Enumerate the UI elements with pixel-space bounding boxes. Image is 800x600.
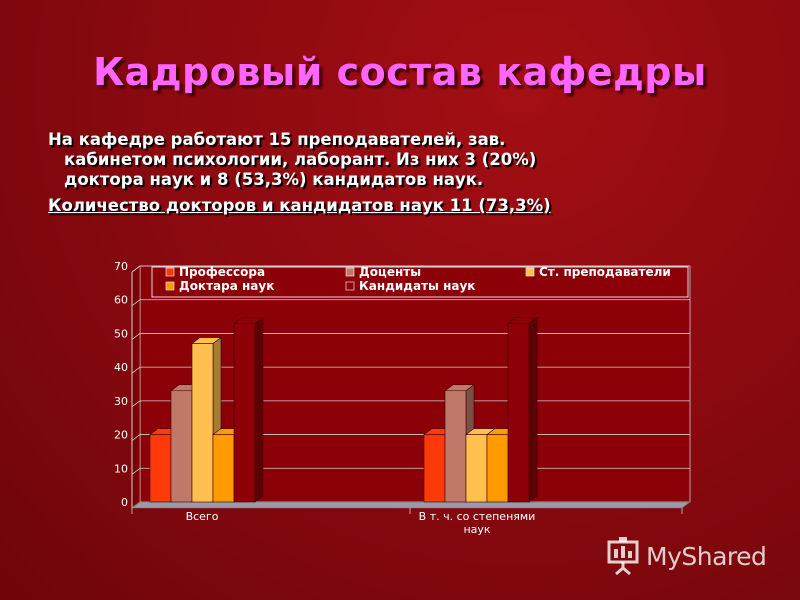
presentation-board-icon: [607, 537, 639, 575]
chart-floor: [131, 501, 691, 509]
legend-box: [151, 266, 689, 298]
legend-label: Кандидаты наук: [359, 279, 475, 293]
x-category-label: В т. ч. со степенями: [419, 510, 536, 523]
y-tick-label: 60: [114, 294, 128, 307]
legend-swatch: [165, 281, 175, 291]
legend-label: Профессора: [179, 265, 265, 279]
y-tick-label: 20: [114, 429, 128, 442]
legend-swatch: [345, 281, 355, 291]
x-category-label: наук: [463, 523, 490, 536]
gridline-depth: [131, 333, 141, 340]
y-tick-label: 40: [114, 361, 128, 374]
gridline-depth: [131, 299, 141, 307]
slide-title: Кадровый состав кафедры: [93, 50, 707, 94]
legend-label: Ст. преподаватели: [539, 265, 671, 279]
gridline-depth: [131, 434, 141, 441]
legend-label: Доценты: [359, 265, 421, 279]
summary-line: На кафедре работают 15 преподавателей, з…: [48, 130, 506, 149]
y-tick-label: 70: [114, 260, 128, 273]
y-tick-label: 0: [121, 496, 128, 509]
bar: [507, 316, 538, 503]
y-tick-label: 30: [114, 395, 128, 408]
x-category-label: Всего: [186, 510, 219, 523]
gridline-depth: [131, 366, 141, 374]
staff-summary-paragraph: На кафедре работают 15 преподавателей, з…: [48, 130, 728, 190]
gridline-depth: [131, 265, 141, 273]
y-tick-label: 50: [114, 327, 128, 340]
watermark: MyShared: [606, 536, 767, 576]
y-tick-label: 10: [114, 462, 128, 475]
legend-swatch: [345, 267, 355, 277]
summary-line: кабинетом психологии, лаборант. Из них 3…: [64, 150, 537, 169]
watermark-text: MyShared: [646, 541, 767, 571]
gridline-depth: [131, 400, 141, 408]
bar: [233, 316, 264, 503]
legend-swatch: [525, 267, 535, 277]
summary-line: доктора наук и 8 (53,3%) кандидатов наук…: [64, 170, 484, 189]
degrees-count-paragraph: Количество докторов и кандидатов наук 11…: [48, 196, 551, 215]
legend-label: Доктара наук: [179, 279, 274, 293]
legend-swatch: [165, 267, 175, 277]
gridline-depth: [131, 467, 141, 475]
